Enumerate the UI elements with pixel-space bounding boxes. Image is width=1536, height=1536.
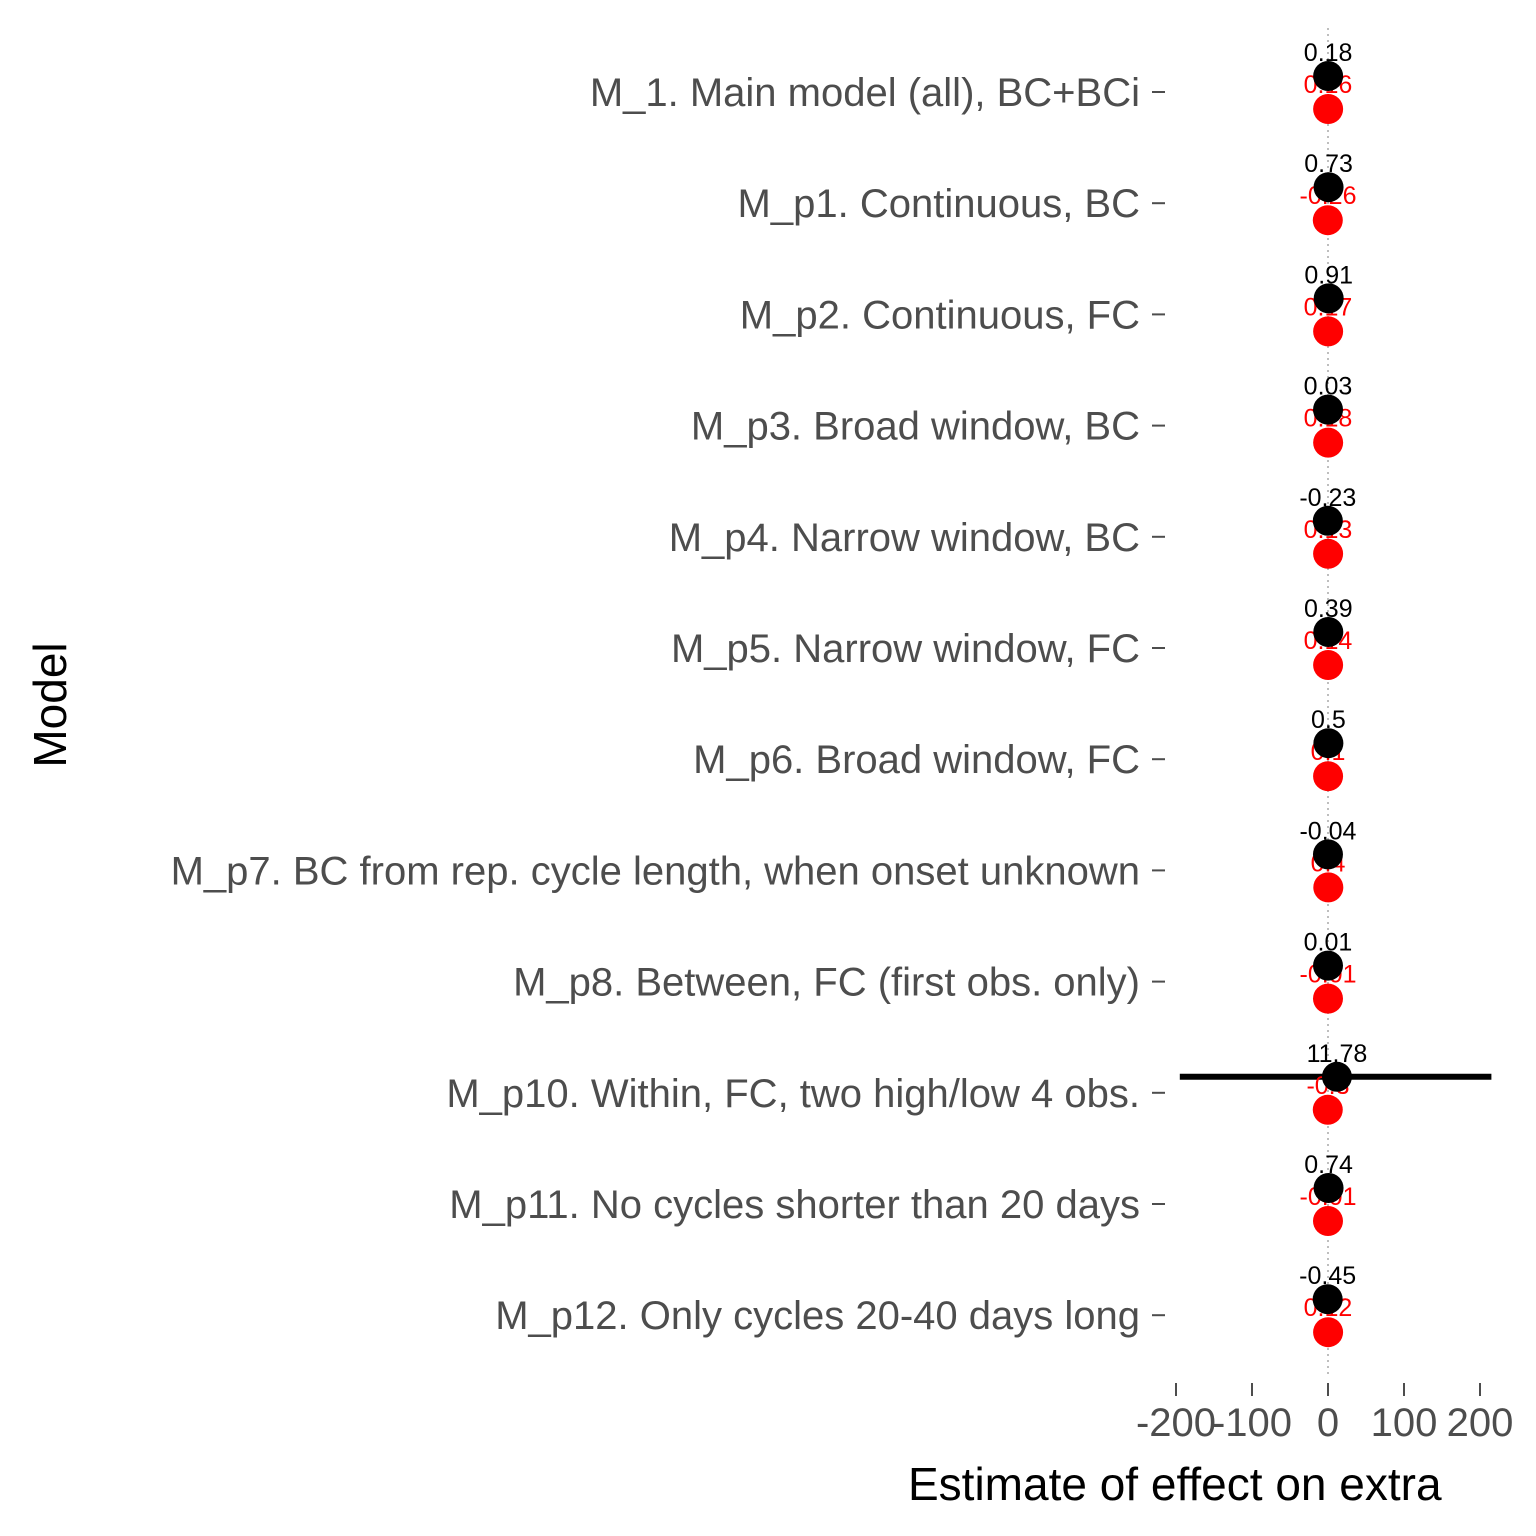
primary-data-label: 0.5 [1311, 706, 1346, 734]
primary-data-label: -0.04 [1299, 817, 1356, 845]
y-tick-label: M_p6. Broad window, FC [693, 738, 1140, 782]
secondary-point [1313, 650, 1344, 680]
y-tick-label: M_p12. Only cycles 20-40 days long [495, 1294, 1140, 1338]
y-tick-label: M_p11. No cycles shorter than 20 days [449, 1183, 1140, 1227]
y-tick-label: M_p5. Narrow window, FC [671, 627, 1140, 671]
y-tick-label: M_p4. Narrow window, BC [669, 516, 1140, 560]
secondary-point [1313, 316, 1344, 347]
primary-point [1313, 728, 1344, 759]
x-tick-label: -100 [1212, 1401, 1292, 1445]
secondary-point [1313, 1317, 1344, 1348]
secondary-point [1313, 94, 1344, 124]
secondary-point [1313, 538, 1344, 569]
primary-data-label: -0.45 [1299, 1262, 1356, 1290]
x-tick-label: 100 [1371, 1401, 1438, 1445]
primary-data-label: 0.73 [1304, 150, 1353, 178]
y-tick-label: M_p10. Within, FC, two high/low 4 obs. [446, 1072, 1140, 1116]
primary-point [1313, 61, 1344, 91]
primary-point [1313, 283, 1344, 314]
primary-data-label: 0.39 [1304, 595, 1353, 623]
y-tick-label: M_p3. Broad window, BC [691, 405, 1140, 449]
secondary-point [1312, 205, 1343, 236]
primary-point [1313, 394, 1344, 425]
secondary-point [1313, 427, 1344, 458]
y-tick-label: M_1. Main model (all), BC+BCi [590, 71, 1140, 115]
secondary-point [1312, 983, 1343, 1014]
y-tick-label: M_p8. Between, FC (first obs. only) [513, 961, 1140, 1005]
primary-point [1321, 1061, 1352, 1092]
x-tick-label: -200 [1136, 1401, 1216, 1445]
primary-data-label: 0.91 [1304, 261, 1353, 289]
primary-point [1312, 1284, 1343, 1315]
x-tick-label: 200 [1447, 1401, 1514, 1445]
primary-point [1313, 617, 1344, 647]
primary-data-label: -0.23 [1299, 484, 1356, 512]
primary-data-label: 0.03 [1304, 373, 1353, 401]
x-tick-label: 0 [1317, 1401, 1339, 1445]
y-tick-label: M_p7. BC from rep. cycle length, when on… [171, 849, 1140, 893]
secondary-point [1313, 872, 1344, 903]
y-tick-label: M_p2. Continuous, FC [740, 293, 1140, 337]
primary-data-label: 0.01 [1304, 929, 1353, 957]
secondary-point [1313, 761, 1344, 792]
primary-point [1313, 950, 1344, 981]
y-axis-title: Model [24, 642, 76, 767]
primary-point [1313, 172, 1344, 203]
primary-data-label: 0.18 [1304, 39, 1353, 67]
primary-point [1312, 505, 1343, 536]
primary-data-label: 11.78 [1307, 1040, 1368, 1068]
primary-data-label: 0.74 [1304, 1151, 1353, 1179]
primary-point [1312, 839, 1343, 870]
secondary-point [1312, 1206, 1343, 1236]
x-axis-title: Estimate of effect on extra [908, 1458, 1442, 1510]
primary-point [1313, 1173, 1344, 1203]
y-tick-label: M_p1. Continuous, BC [738, 182, 1140, 226]
secondary-point [1312, 1094, 1343, 1125]
